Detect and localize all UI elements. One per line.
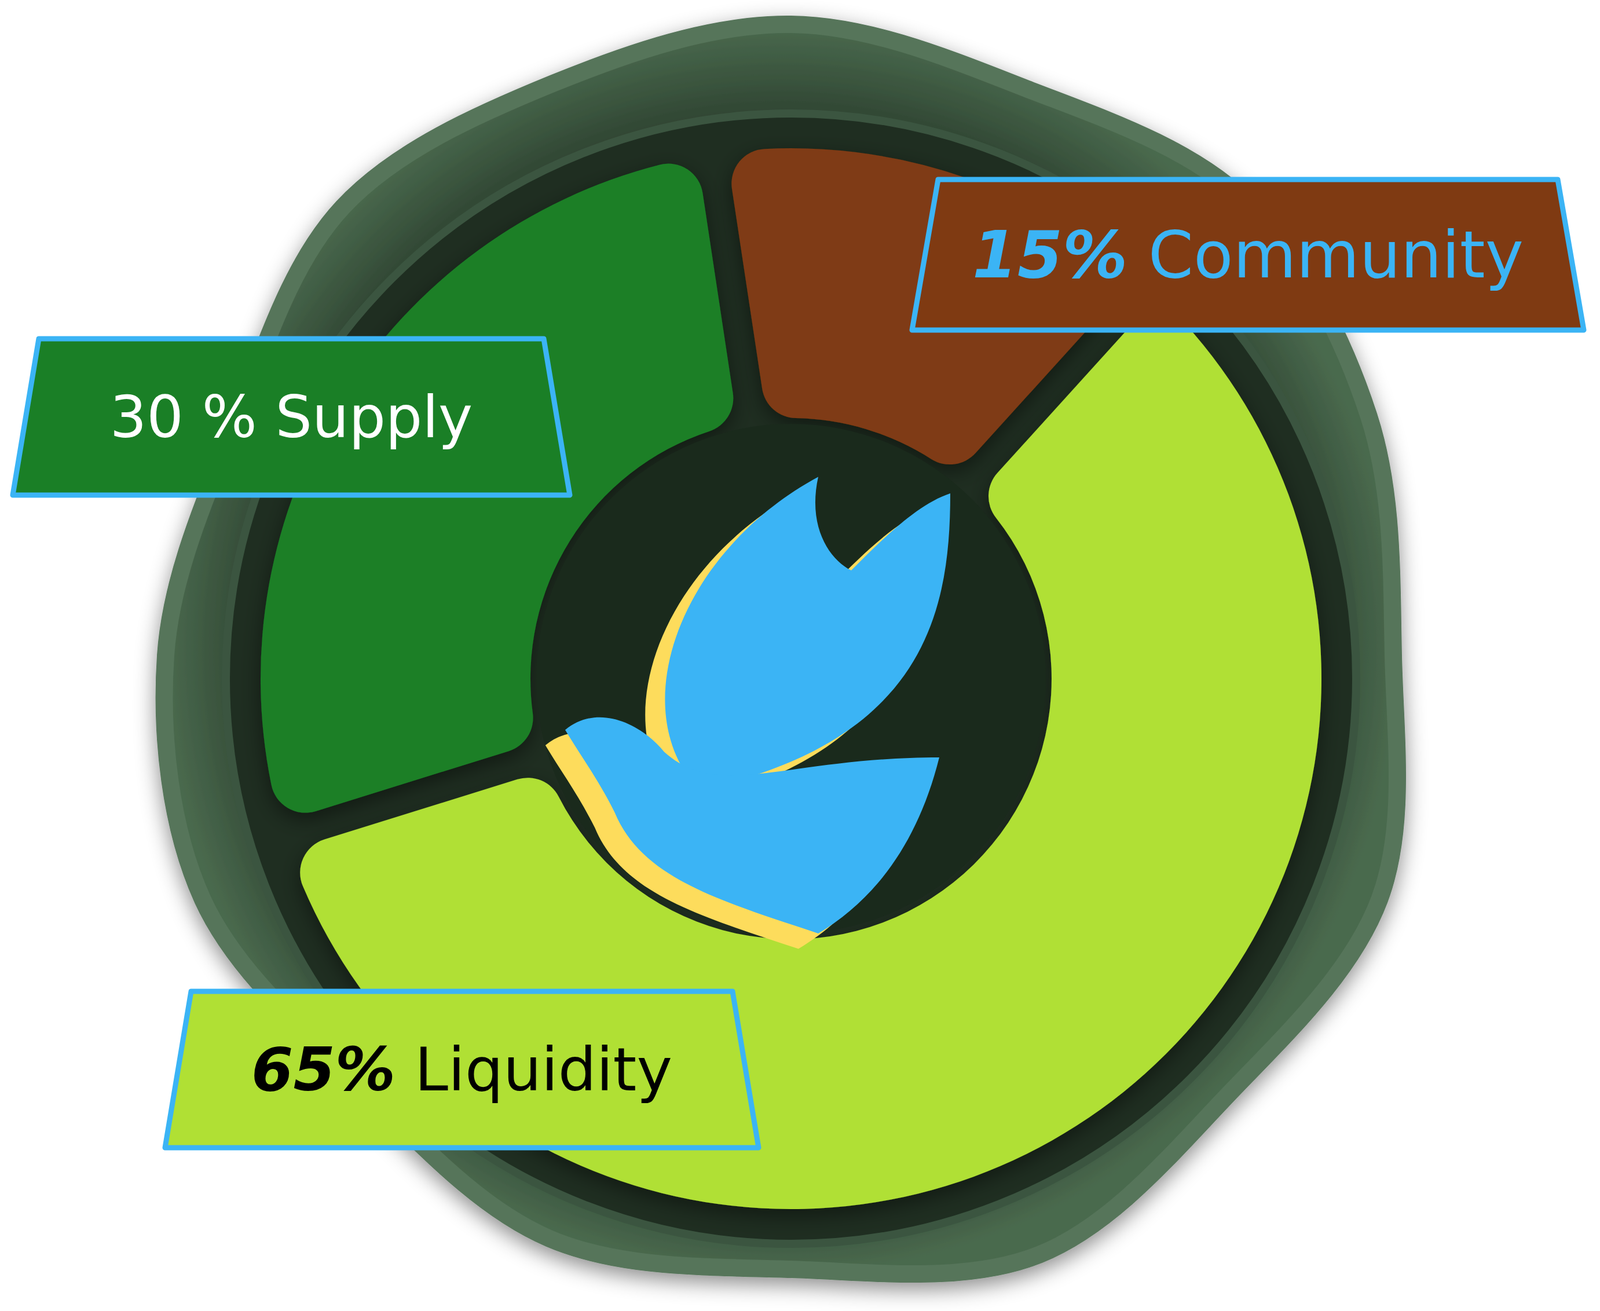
label-space	[257, 383, 276, 452]
category-label: Liquidity	[414, 1034, 673, 1105]
label-space	[395, 1034, 415, 1105]
value-label: 30 %	[110, 383, 258, 452]
dove-shape	[565, 717, 940, 934]
chart-canvas: 15% Community 65% Liquidity 30 % Supply	[0, 0, 1600, 1311]
label-box	[912, 179, 1584, 331]
data-label: 65% Liquidity	[251, 1034, 673, 1105]
category-label: Supply	[275, 383, 474, 452]
data-label: 15% Community	[972, 217, 1524, 293]
label-box	[12, 338, 570, 496]
label-space	[1127, 217, 1149, 293]
dove-shape	[664, 477, 951, 781]
value-label: 15%	[972, 217, 1128, 293]
label-box	[165, 991, 759, 1148]
data-label: 30 % Supply	[110, 383, 474, 452]
value-label: 65%	[251, 1034, 396, 1105]
category-label: Community	[1148, 217, 1524, 293]
dove-logo	[545, 477, 951, 950]
